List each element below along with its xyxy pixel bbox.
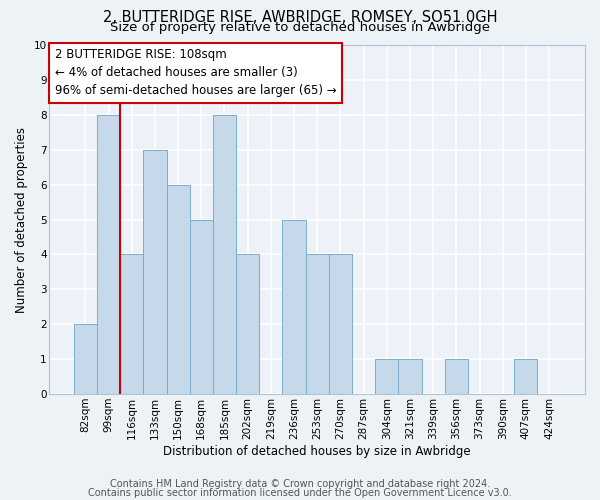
Bar bbox=[120, 254, 143, 394]
Bar bbox=[74, 324, 97, 394]
Text: Contains HM Land Registry data © Crown copyright and database right 2024.: Contains HM Land Registry data © Crown c… bbox=[110, 479, 490, 489]
Y-axis label: Number of detached properties: Number of detached properties bbox=[15, 126, 28, 312]
Bar bbox=[213, 115, 236, 394]
Text: Contains public sector information licensed under the Open Government Licence v3: Contains public sector information licen… bbox=[88, 488, 512, 498]
Bar bbox=[305, 254, 329, 394]
Bar bbox=[283, 220, 305, 394]
Bar bbox=[167, 184, 190, 394]
Bar bbox=[97, 115, 120, 394]
Bar bbox=[398, 359, 422, 394]
Bar bbox=[329, 254, 352, 394]
Bar bbox=[514, 359, 538, 394]
Bar bbox=[445, 359, 468, 394]
Bar bbox=[143, 150, 167, 394]
Bar bbox=[375, 359, 398, 394]
Bar bbox=[236, 254, 259, 394]
Bar bbox=[190, 220, 213, 394]
Text: Size of property relative to detached houses in Awbridge: Size of property relative to detached ho… bbox=[110, 21, 490, 34]
Text: 2, BUTTERIDGE RISE, AWBRIDGE, ROMSEY, SO51 0GH: 2, BUTTERIDGE RISE, AWBRIDGE, ROMSEY, SO… bbox=[103, 10, 497, 25]
Text: 2 BUTTERIDGE RISE: 108sqm
← 4% of detached houses are smaller (3)
96% of semi-de: 2 BUTTERIDGE RISE: 108sqm ← 4% of detach… bbox=[55, 48, 337, 98]
X-axis label: Distribution of detached houses by size in Awbridge: Distribution of detached houses by size … bbox=[163, 444, 471, 458]
